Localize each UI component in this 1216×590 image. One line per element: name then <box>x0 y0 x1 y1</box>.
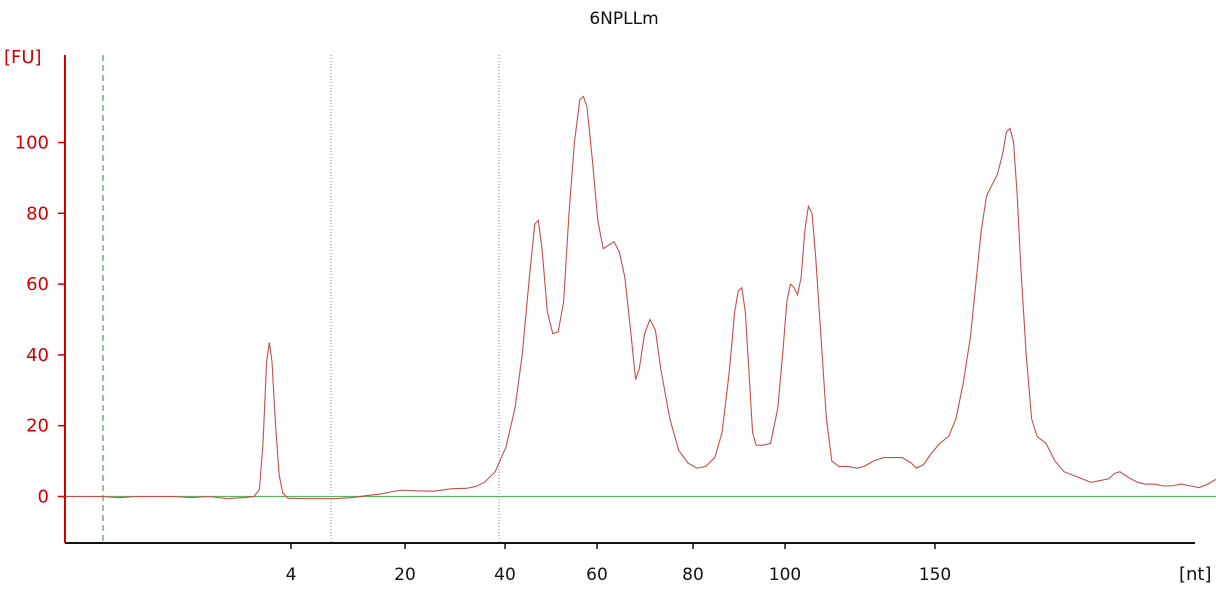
x-axis-ticks: 4 20 40 60 80 100 150 <box>286 543 951 585</box>
x-tick-label: 80 <box>682 565 704 585</box>
y-tick-label: 60 <box>26 274 49 295</box>
x-tick-label: 20 <box>394 565 416 585</box>
x-tick-label: 40 <box>494 565 516 585</box>
series-line <box>65 95 1216 500</box>
x-tick-label: 60 <box>586 565 608 585</box>
y-tick-label: 40 <box>26 345 49 366</box>
y-tick-label: 0 <box>38 487 49 508</box>
chart-title: 6NPLLm <box>589 9 658 29</box>
y-axis-ticks: 0 20 40 60 80 100 <box>15 133 65 508</box>
x-axis-label: [nt] <box>1179 564 1212 585</box>
guide-lines <box>102 55 500 543</box>
x-tick-label: 100 <box>769 565 801 585</box>
x-tick-label: 4 <box>286 565 297 585</box>
y-tick-label: 80 <box>26 203 49 224</box>
y-tick-label: 20 <box>26 416 49 437</box>
y-tick-label: 100 <box>15 133 49 154</box>
y-axis-label: [FU] <box>4 47 42 68</box>
x-tick-label: 150 <box>919 565 951 585</box>
